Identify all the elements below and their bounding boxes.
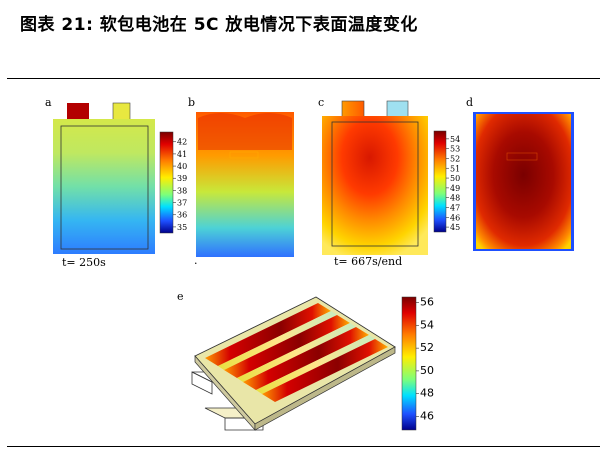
panel-d-label-box [506,152,538,161]
colorbar_ab-tick-label: 40 [177,162,187,171]
panel-e-gap-3 [256,335,375,394]
colorbar-ab-bar [159,131,174,234]
colorbar_ab-tick-label: 36 [177,211,187,220]
colorbar_ab-tick-label: 42 [177,138,187,147]
panel-c-heatmap [322,116,428,255]
colorbar_ab-tick-label: 38 [177,186,187,195]
colorbar-e-bar [401,296,417,431]
colorbar_e-tick-label: 46 [420,409,434,422]
panel-b-hot-region [198,113,292,150]
colorbar_cd-tick-label: 50 [450,174,460,183]
panel-a: a t= 250s [45,96,155,269]
colorbar_ab-tick-label: 39 [177,174,187,183]
panel-b-label-box [229,151,259,159]
panel-a-letter: a [45,96,52,109]
colorbar_cd-tick-label: 54 [450,135,460,144]
colorbar_cd-tick-label: 47 [450,203,460,212]
top-rule [7,78,600,79]
panel-e-gap-1 [218,311,337,370]
panel-e-stripe-3 [243,327,369,390]
colorbar_e-tick-label: 50 [420,364,434,377]
colorbar_cd-tick-label: 51 [450,164,460,173]
panel-c: c t= 667s/end [318,96,428,268]
colorbar_e-tick-label: 56 [420,296,434,309]
colorbar_cd-tick-label: 53 [450,145,460,154]
colorbar-ab: 42 41 40 39 38 37 36 35 [159,131,187,234]
panel-e-tab-top-side [191,371,213,395]
bottom-rule [7,446,600,447]
panel-e: e [177,290,396,431]
colorbar_cd-tick-label: 48 [450,194,460,203]
colorbar_ab-tick-label: 41 [177,150,187,159]
panel-b: b . [188,96,294,267]
panel-e-stripe-2 [224,315,350,378]
panel-c-cell-outline [331,121,419,247]
colorbar_cd-tick-label: 49 [450,184,460,193]
panel-e-plate-side [254,346,396,431]
panel-e-gap-2 [237,323,356,382]
colorbar-e: 56 54 52 50 48 46 [401,296,434,431]
panel-a-cell-outline [60,125,149,250]
panel-e-stripe-1 [205,303,331,366]
panel-a-heatmap [53,119,155,254]
colorbar_e-tick-label: 52 [420,341,434,354]
panel-d: d [466,96,574,251]
colorbar-cd-bar [433,130,447,233]
panel-b-letter: b [188,96,195,109]
colorbar_ab-tick-label: 37 [177,199,187,208]
colorbar_ab-tick-label: 35 [177,223,187,232]
panel-b-caption: . [194,254,198,267]
panel-d-letter: d [466,96,473,109]
colorbar_cd-tick-label: 46 [450,213,460,222]
figure-title: 图表 21: 软包电池在 5C 放电情况下表面温度变化 [20,15,418,35]
panel-c-caption: t= 667s/end [334,255,402,268]
panel-d-heatmap [476,114,571,249]
colorbar_e-tick-label: 48 [420,387,434,400]
panel-e-stripe-4 [262,339,388,402]
colorbar_e-tick-label: 54 [420,318,434,331]
panel-c-letter: c [318,96,324,109]
colorbar_cd-tick-label: 52 [450,154,460,163]
panel-a-caption: t= 250s [62,256,106,269]
panel-e-letter: e [177,290,184,303]
colorbar_cd-tick-label: 45 [450,223,460,232]
